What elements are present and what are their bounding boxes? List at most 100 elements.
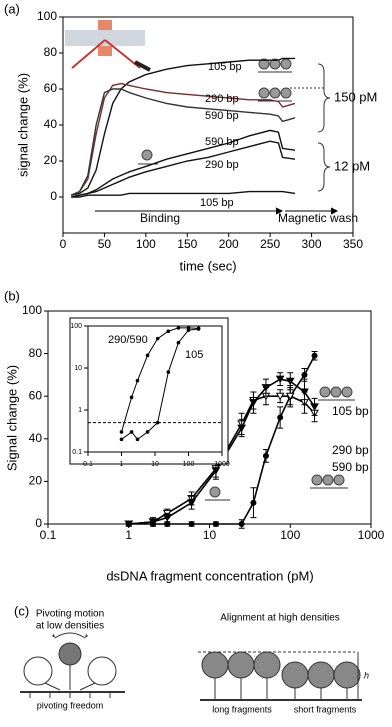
y-tick-label: 40 <box>44 117 58 131</box>
x-tick-label: 1000 <box>214 461 230 468</box>
y-tick-label: 40 <box>29 431 43 445</box>
x-tick-label: 100 <box>136 237 156 251</box>
x-tick-label: 250 <box>260 237 280 251</box>
y-tick-label: 80 <box>29 346 43 360</box>
marker <box>212 521 219 527</box>
inset-marker <box>135 437 140 442</box>
bead-icon <box>141 58 292 161</box>
brace <box>317 63 331 133</box>
x-tick-label: 10 <box>203 528 217 542</box>
x-tick-label: 1 <box>125 528 132 542</box>
x-tick-label: 100 <box>183 461 195 468</box>
y-tick-label: 10 <box>74 365 82 372</box>
x-tick-label: 50 <box>98 237 112 251</box>
marker <box>148 518 158 526</box>
marker <box>164 521 171 527</box>
inset-marker <box>166 329 171 334</box>
brace <box>317 142 331 192</box>
panel-label: (c) <box>14 603 29 618</box>
y-tick-label: 20 <box>44 153 58 167</box>
y-tick-label: 0 <box>50 189 57 203</box>
series-label: 105 bp <box>208 61 242 73</box>
diagram-title: Alignment at high densities <box>220 613 340 624</box>
phase-arrow <box>95 207 339 215</box>
series-label: 590 bp <box>332 460 369 474</box>
height-label: h <box>364 670 369 680</box>
inset-marker <box>119 437 124 442</box>
inset-marker <box>135 378 140 383</box>
series-label: 105 bp <box>332 404 369 418</box>
series-line <box>71 88 296 196</box>
y-tick-label: 60 <box>44 81 58 95</box>
inset-marker <box>129 395 134 400</box>
y-tick-label: 20 <box>29 474 43 488</box>
inset-marker <box>196 327 201 331</box>
inset-marker <box>176 326 181 330</box>
series-label: 105 bp <box>200 197 234 209</box>
marker <box>188 521 195 527</box>
inset-series-label: 290/590 <box>108 334 148 346</box>
y-tick-label: 1 <box>78 407 82 414</box>
inset-marker <box>176 340 181 345</box>
y-tick-label: 0.1 <box>72 449 82 456</box>
panel-label: (a) <box>4 1 20 16</box>
marker <box>238 521 245 527</box>
series-label: 290 bp <box>205 159 239 171</box>
diagram-caption: short fragments <box>294 704 357 714</box>
annotation: 150 pM <box>334 89 377 104</box>
series-line <box>71 140 296 198</box>
diagram-title: Pivoting motion <box>36 609 104 620</box>
x-tick-label: 0.1 <box>40 528 57 542</box>
marker <box>124 520 134 528</box>
x-tick-label: 10 <box>151 461 159 468</box>
inset-series-label: 105 <box>185 349 203 361</box>
marker <box>211 467 221 475</box>
x-tick-label: 1 <box>120 461 124 468</box>
y-tick-label: 0 <box>35 516 42 530</box>
series-line <box>71 57 295 196</box>
inset-marker <box>186 328 191 332</box>
marker <box>275 375 285 384</box>
series-line <box>71 129 296 198</box>
x-tick-label: 0.1 <box>83 461 93 468</box>
y-axis-label: signal change (%) <box>15 73 30 177</box>
annotation: Binding <box>140 211 180 225</box>
marker <box>250 499 257 506</box>
marker <box>285 392 295 401</box>
inset-marker <box>166 370 171 374</box>
diagram-caption: long fragments <box>212 704 272 714</box>
x-tick-label: 350 <box>343 237 363 251</box>
marker <box>310 403 319 411</box>
marker <box>249 399 258 407</box>
series-line <box>71 82 296 196</box>
marker <box>187 499 196 507</box>
y-axis-label: Signal change (%) <box>4 365 19 471</box>
marker <box>262 452 269 459</box>
annotation: 12 pM <box>334 158 370 173</box>
inset-marker <box>119 430 124 434</box>
inset-marker <box>145 353 150 358</box>
y-tick-label: 100 <box>70 323 82 330</box>
y-tick-label: 80 <box>44 45 58 59</box>
inset-marker <box>129 430 134 434</box>
marker <box>277 414 284 421</box>
marker <box>237 424 247 433</box>
x-tick-label: 100 <box>280 528 300 542</box>
x-tick-label: 0 <box>60 237 67 251</box>
marker <box>261 384 271 392</box>
inset-marker <box>155 336 160 341</box>
x-axis-label: time (sec) <box>179 258 236 273</box>
panel-label: (b) <box>4 288 20 303</box>
series-line <box>128 378 316 525</box>
x-tick-label: 300 <box>302 237 322 251</box>
substrate-line <box>205 399 355 501</box>
diagram-title: at low densities <box>36 621 104 632</box>
y-tick-label: 60 <box>29 388 43 402</box>
alignment-diagram <box>198 651 362 701</box>
setup-schematic <box>65 20 151 72</box>
inset-marker <box>155 420 160 425</box>
series-line <box>71 190 296 198</box>
inset-background <box>69 317 229 465</box>
series-label: 590 bp <box>205 136 239 148</box>
